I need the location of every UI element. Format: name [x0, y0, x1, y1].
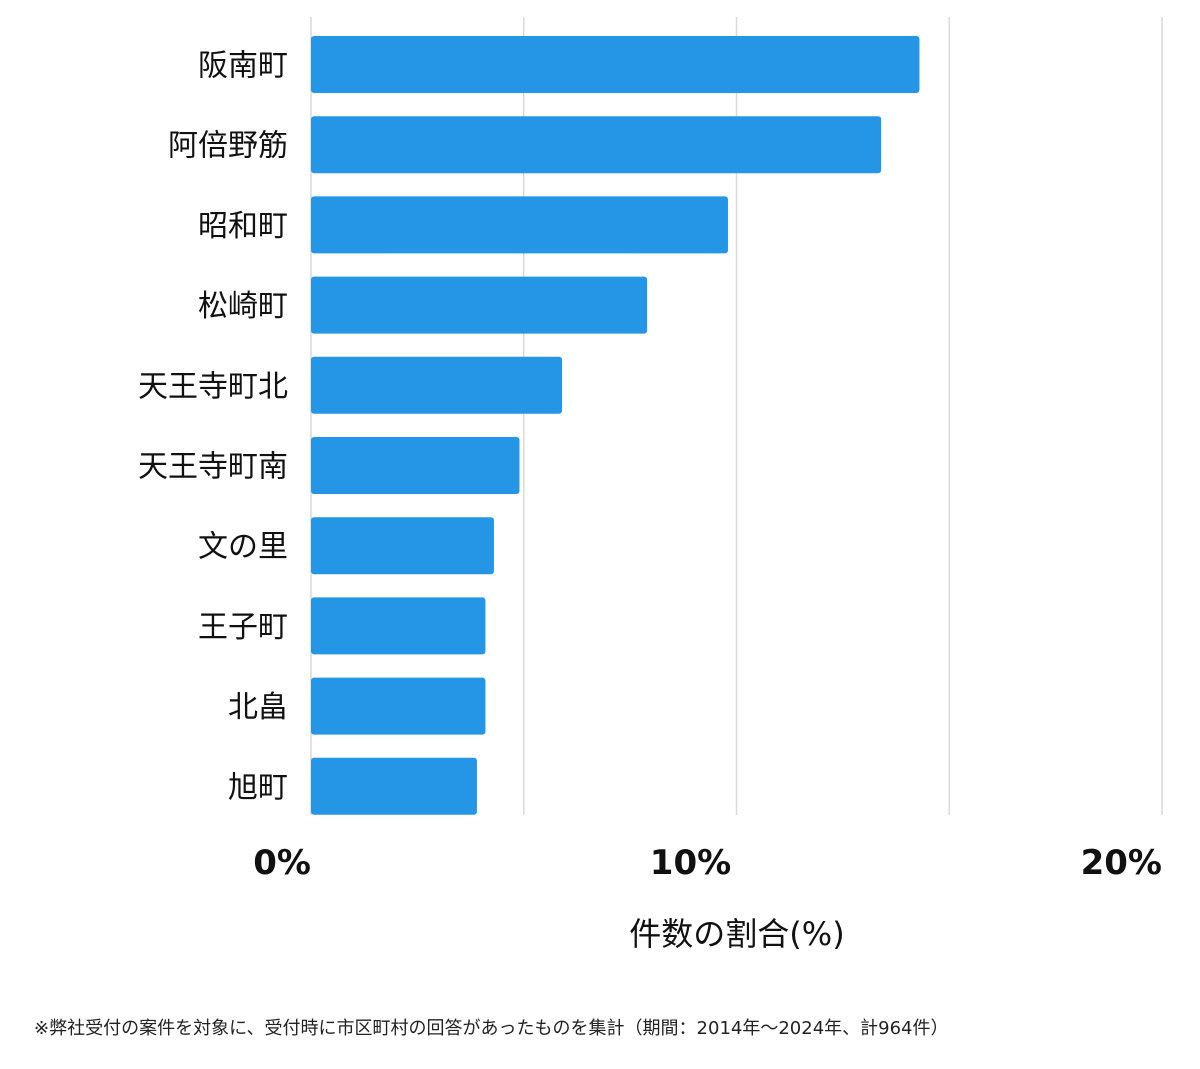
- x-tick-labels: 0% 10% 20%: [253, 843, 1162, 883]
- bar: [311, 597, 486, 655]
- bar: [311, 757, 477, 815]
- bar: [311, 677, 486, 735]
- bar: [311, 356, 563, 414]
- x-tick-label: 0%: [253, 843, 311, 883]
- category-label: 天王寺町南: [138, 450, 288, 485]
- x-tick-label: 10%: [650, 843, 731, 883]
- category-label: 旭町: [228, 770, 288, 805]
- category-label: 松崎町: [198, 289, 288, 324]
- x-axis-label: 件数の割合(%): [629, 915, 844, 953]
- category-label: 天王寺町北: [138, 369, 288, 404]
- category-label: 北畠: [228, 690, 288, 725]
- bars: [311, 36, 920, 815]
- category-label: 阪南町: [198, 49, 288, 84]
- category-label: 文の里: [198, 530, 288, 565]
- category-label: 昭和町: [198, 209, 288, 244]
- bar: [311, 517, 494, 575]
- bar: [311, 36, 920, 93]
- x-tick-label: 20%: [1081, 843, 1162, 883]
- footnote: ※弊社受付の案件を対象に、受付時に市区町村の回答があったものを集計（期間：201…: [34, 1018, 949, 1039]
- bar: [311, 196, 728, 254]
- category-label: 王子町: [198, 610, 288, 645]
- category-label: 阿倍野筋: [168, 129, 288, 164]
- bar: [311, 437, 520, 494]
- bar: [311, 116, 882, 174]
- bar: [311, 276, 648, 334]
